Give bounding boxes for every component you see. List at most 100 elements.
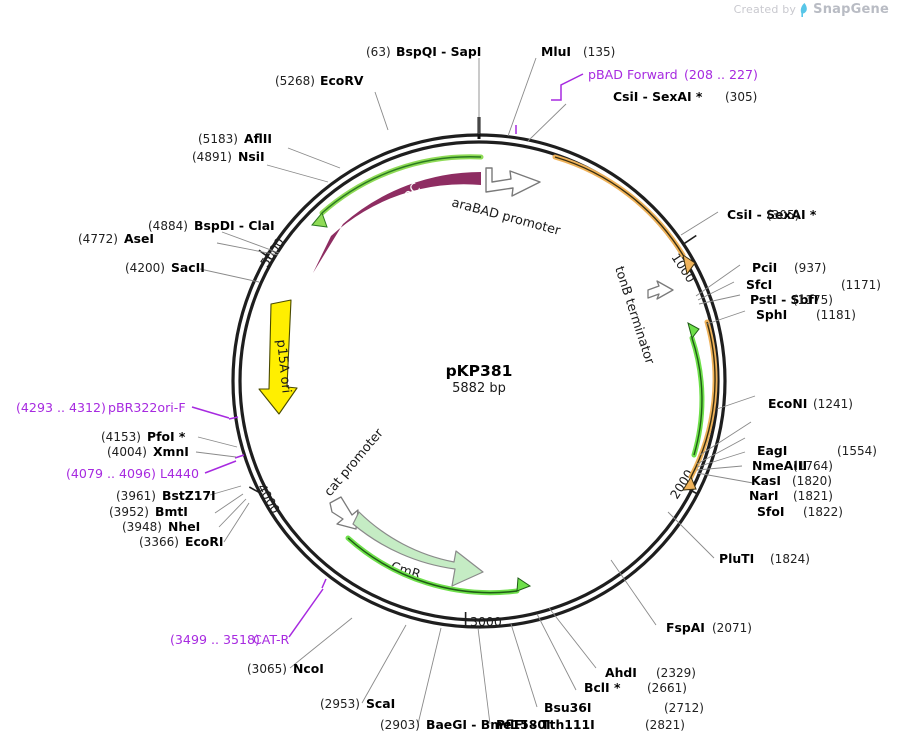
feature-label-tonb-terminator: tonB terminator: [611, 265, 657, 367]
enzyme-label-bstz17i[interactable]: (3952) BmtI: [109, 504, 188, 519]
enzyme-label-nari[interactable]: KasI (1820): [751, 473, 832, 488]
enzyme-name: SacII: [171, 260, 205, 275]
enzyme-label-fspai[interactable]: PluTI (1824): [719, 551, 810, 566]
enzyme-label-pfoi[interactable]: (4004) XmnI: [107, 444, 189, 459]
enzyme-label-bspqi-sapi[interactable]: (63) BspQI - SapI: [366, 44, 481, 59]
primer-name: pBR322ori-F: [108, 400, 186, 415]
primer-label-pbad-forward[interactable]: pBAD Forward (208 .. 227): [551, 67, 758, 101]
enzyme-name: AseI: [124, 231, 154, 246]
enzyme-label-nhei[interactable]: (3366) EcoRI: [139, 534, 223, 549]
watermark-prefix: Created by: [733, 3, 797, 16]
enzyme-position: (1241): [813, 397, 853, 411]
enzyme-label-pflfi-tth111i[interactable]: Bsu36I (2712): [544, 700, 704, 715]
primer-mark-l4440: [234, 454, 245, 459]
enzyme-position: (305): [767, 208, 799, 222]
enzyme-label-sfci[interactable]: PciI (937): [752, 260, 826, 275]
enzyme-label-csii-sexai[interactable]: CsiI - SexAI * (305): [613, 89, 757, 104]
enzyme-name: PstI - SbfI: [750, 292, 818, 307]
enzyme-label-sphi[interactable]: PstI - SbfI (1175): [750, 292, 833, 307]
enzyme-label-ahdi[interactable]: FspAI (2071): [666, 620, 752, 635]
enzyme-label-bspdi-clai[interactable]: (4772) AseI: [78, 231, 154, 246]
enzyme-name: SfcI: [746, 277, 772, 292]
enzyme-name: EcoRI: [185, 534, 223, 549]
enzyme-label-pcii[interactable]: CsiI - SexAI * (305): [727, 207, 817, 222]
enzyme-label-kasi[interactable]: NmeAIII (1764): [752, 458, 833, 473]
enzyme-name: NmeAIII: [752, 458, 807, 473]
primer-range: (3499 .. 3518): [170, 632, 260, 647]
ruler-tick-label: 4000: [254, 481, 283, 516]
enzyme-name: MluI: [541, 44, 571, 59]
enzyme-label-nsii[interactable]: (4884) BspDI - ClaI: [148, 218, 275, 233]
enzyme-label-sfoi[interactable]: NarI (1821): [749, 488, 833, 503]
ruler-tick-label: 3000: [470, 614, 502, 629]
primer-label-pbr322ori-f[interactable]: (4293 .. 4312) pBR322ori-F: [16, 400, 186, 415]
enzyme-position: (1764): [793, 459, 833, 473]
enzyme-label-nmeaiii[interactable]: EagI (1554): [757, 443, 877, 458]
enzyme-position: (63): [366, 45, 391, 59]
enzyme-position: (2071): [712, 621, 752, 635]
feature-p15a-ori[interactable]: p15A ori: [258, 299, 298, 415]
enzyme-label-sacii[interactable]: (4153) PfoI *: [101, 429, 186, 444]
enzyme-position: (5183): [198, 132, 238, 146]
enzyme-position: (2821): [645, 718, 685, 732]
enzyme-position: (1171): [841, 278, 881, 292]
enzyme-label-mlui[interactable]: MluI (135): [541, 44, 615, 59]
enzyme-label-bsshii[interactable]: (5268) EcoRV: [275, 73, 364, 88]
feature-orange-arc-right: [682, 319, 718, 491]
enzyme-label-bmti[interactable]: (3948) NheI: [122, 519, 200, 534]
feature-cmr[interactable]: CmR: [352, 511, 484, 587]
enzyme-label-scai[interactable]: (2903) BaeGI - Bme1580I: [380, 717, 551, 732]
snapgene-watermark: Created by SnapGene: [734, 2, 889, 17]
enzyme-position: (1820): [792, 474, 832, 488]
enzyme-label-baegi-bme1580i[interactable]: PflFI - Tth111I (2821): [496, 717, 685, 732]
enzyme-name: AhdI: [605, 665, 637, 680]
feature-cmr-highlight: [345, 535, 532, 596]
leader-lines: [191, 57, 756, 725]
primer-label-l4440[interactable]: (4079 .. 4096) L4440: [66, 466, 199, 481]
enzyme-name: BclI *: [584, 680, 621, 695]
snapgene-leaf-icon: [800, 2, 807, 17]
enzyme-position: (3961): [116, 489, 156, 503]
enzyme-label-pluti[interactable]: SfoI (1822): [757, 504, 843, 519]
enzyme-position: (4200): [125, 261, 165, 275]
enzyme-label-bcli[interactable]: AhdI (2329): [605, 665, 696, 680]
enzyme-position: (305): [725, 90, 757, 104]
enzyme-label-econi[interactable]: SphI (1181): [756, 307, 856, 322]
enzyme-position: (4772): [78, 232, 118, 246]
enzyme-name: NcoI: [293, 661, 324, 676]
enzyme-position: (5268): [275, 74, 315, 88]
primer-label-cat-r[interactable]: (3499 .. 3518) CAT-R: [170, 632, 290, 647]
enzyme-name: PciI: [752, 260, 777, 275]
enzyme-name: EcoNI: [768, 396, 807, 411]
enzyme-name: XmnI: [153, 444, 189, 459]
enzyme-name: BaeGI - Bme1580I: [426, 717, 551, 732]
enzyme-position: (2661): [647, 681, 687, 695]
enzyme-position: (135): [583, 45, 615, 59]
feature-label-cat-promoter: cat promoter: [322, 426, 388, 500]
enzyme-position: (4891): [192, 150, 232, 164]
enzyme-label-asei[interactable]: (4200) SacII: [125, 260, 205, 275]
enzyme-label-ecori[interactable]: (3065) NcoI: [247, 661, 324, 676]
enzyme-position: (4004): [107, 445, 147, 459]
enzyme-label-eagi[interactable]: EcoNI (1241): [768, 396, 853, 411]
enzyme-label-xmni[interactable]: (3961) BstZ17I: [116, 488, 216, 503]
enzyme-position: (4884): [148, 219, 188, 233]
enzyme-name: CsiI - SexAI *: [727, 207, 817, 222]
enzyme-name: BspQI - SapI: [396, 44, 481, 59]
enzyme-name: Bsu36I: [544, 700, 592, 715]
enzyme-label-psti-sbfi[interactable]: SfcI (1171): [746, 277, 881, 292]
enzyme-position: (1554): [837, 444, 877, 458]
enzyme-name: PfoI *: [147, 429, 186, 444]
enzyme-label-ecorv[interactable]: (5183) AflII: [198, 131, 272, 146]
feature-green-arc-right: [687, 322, 705, 458]
enzyme-name: BstZ17I: [162, 488, 216, 503]
primer-name: pBAD Forward: [588, 67, 678, 82]
enzyme-label-ncoi[interactable]: (2953) ScaI: [320, 696, 395, 711]
enzyme-label-bsu36i[interactable]: BclI * (2661): [584, 680, 687, 695]
enzyme-label-aflii[interactable]: (4891) NsiI: [192, 149, 265, 164]
feature-cat-promoter[interactable]: cat promoter: [322, 426, 388, 530]
enzyme-position: (2953): [320, 697, 360, 711]
enzyme-name: KasI: [751, 473, 781, 488]
feature-tonb-terminator[interactable]: tonB terminator: [611, 265, 674, 367]
